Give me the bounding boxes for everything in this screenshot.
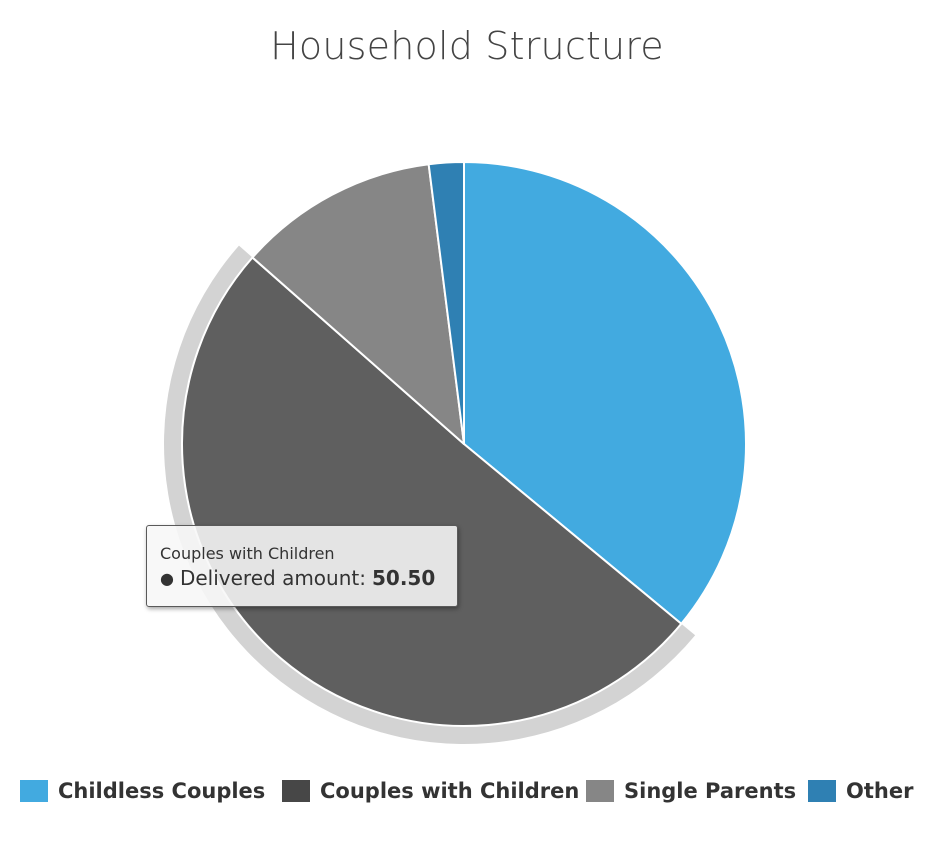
chart-title: Household Structure	[270, 24, 664, 68]
legend-item-couples-with-children[interactable]: Couples with Children	[282, 776, 579, 806]
pie-slice-couples-with-children[interactable]	[181, 256, 683, 727]
legend-item-other[interactable]: Other	[808, 776, 913, 806]
tooltip-value: 50.50	[371, 566, 436, 590]
pie-slice-single-parents[interactable]	[251, 163, 465, 445]
legend-swatch	[586, 780, 614, 802]
tooltip-title: Couples with Children	[160, 544, 335, 563]
pie-chart[interactable]	[0, 0, 934, 770]
pie-slice-childless-couples[interactable]	[463, 161, 747, 625]
tooltip: Couples with Children ● Delivered amount:…	[146, 525, 458, 607]
legend-swatch	[282, 780, 310, 802]
pie-slice-other[interactable]	[427, 161, 465, 445]
legend-item-childless-couples[interactable]: Childless Couples	[20, 776, 265, 806]
legend-swatch	[20, 780, 48, 802]
legend-label: Single Parents	[624, 779, 797, 803]
legend-item-single-parents[interactable]: Single Parents	[586, 776, 796, 806]
legend-label: Childless Couples	[58, 779, 266, 803]
tooltip-series-label: Delivered amount:	[179, 566, 366, 590]
tooltip-series-dot: ●	[160, 569, 174, 588]
legend: Childless Couples Couples with Children Si…	[0, 776, 934, 808]
tooltip-line: ● Delivered amount: 50.50	[160, 566, 435, 590]
legend-label: Other	[846, 779, 914, 803]
legend-label: Couples with Children	[320, 779, 580, 803]
legend-swatch	[808, 780, 836, 802]
